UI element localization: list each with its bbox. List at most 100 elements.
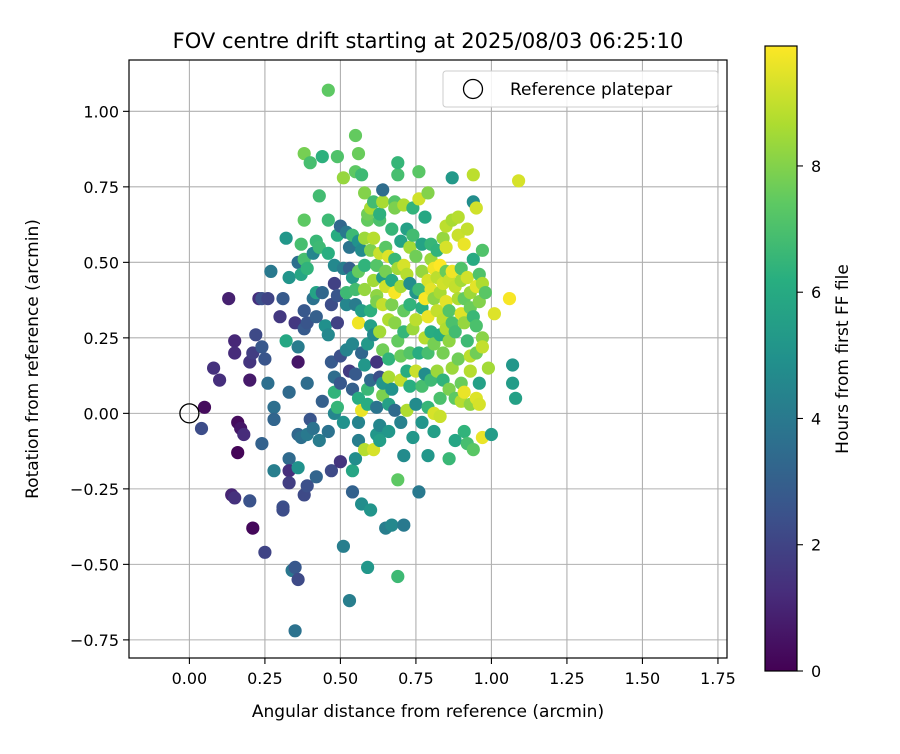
data-point — [502, 292, 517, 306]
chart-title: FOV centre drift starting at 2025/08/03 … — [173, 29, 684, 53]
data-point — [355, 168, 369, 182]
data-point — [391, 168, 405, 182]
data-point — [409, 313, 423, 327]
reference-marker-group — [179, 403, 200, 424]
data-point — [505, 358, 520, 372]
data-point — [472, 397, 486, 411]
data-point — [327, 276, 341, 291]
data-point — [297, 304, 311, 318]
data-point — [469, 319, 483, 333]
x-tick-label: 1.50 — [625, 669, 661, 688]
data-points — [194, 83, 526, 638]
y-tick-label: −0.50 — [70, 555, 119, 574]
data-point — [442, 452, 456, 466]
data-point — [427, 424, 441, 439]
data-point — [249, 328, 263, 342]
colorbar-label: Hours from first FF file — [833, 264, 853, 454]
x-axis-ticks: 0.00 0.25 0.50 0.75 1.00 1.25 1.50 1.75 — [172, 658, 736, 688]
data-point — [351, 415, 366, 429]
data-point — [330, 400, 344, 414]
data-point — [391, 569, 405, 584]
reference-platepar-marker — [179, 403, 200, 424]
x-tick-label: 1.75 — [700, 669, 736, 688]
data-point — [412, 346, 426, 360]
data-point — [309, 310, 323, 324]
data-point — [487, 307, 501, 321]
data-point — [457, 424, 471, 439]
data-point — [309, 470, 323, 484]
data-point — [484, 427, 498, 442]
data-point — [406, 430, 420, 445]
data-point — [436, 346, 450, 360]
data-point — [348, 128, 363, 143]
data-point — [358, 258, 372, 272]
data-point — [279, 231, 293, 245]
data-point — [333, 376, 347, 390]
data-point — [288, 624, 302, 638]
data-point — [478, 286, 492, 300]
data-point — [508, 391, 523, 405]
data-point — [391, 156, 405, 170]
data-point — [282, 476, 296, 490]
data-point — [457, 237, 471, 251]
data-point — [351, 316, 366, 330]
data-point — [312, 433, 326, 448]
data-point — [433, 409, 447, 423]
data-point — [475, 340, 489, 354]
data-point — [282, 385, 296, 399]
x-tick-label: 0.00 — [172, 669, 208, 688]
data-point — [321, 83, 335, 97]
data-point — [243, 373, 257, 387]
colorbar-tick-label: 4 — [811, 409, 821, 428]
data-point — [463, 364, 477, 378]
data-point — [267, 412, 281, 426]
data-point — [388, 316, 402, 330]
data-point — [385, 382, 399, 396]
data-point — [315, 150, 329, 164]
data-point — [291, 355, 305, 369]
data-point — [394, 415, 408, 429]
legend: Reference platepar — [442, 70, 719, 108]
x-axis-label: Angular distance from reference (arcmin) — [252, 702, 604, 722]
y-tick-label: 0.00 — [83, 404, 119, 423]
data-point — [472, 376, 486, 390]
data-point — [194, 421, 209, 436]
data-point — [348, 452, 363, 466]
data-point — [421, 449, 435, 463]
data-point — [415, 415, 429, 429]
data-point — [376, 183, 390, 197]
data-point — [267, 400, 281, 414]
x-tick-label: 0.50 — [323, 669, 359, 688]
data-point — [469, 201, 483, 215]
data-point — [367, 231, 381, 245]
data-point — [321, 424, 335, 439]
data-point — [505, 376, 520, 390]
data-point — [351, 147, 366, 161]
data-point — [237, 427, 251, 442]
x-tick-label: 0.25 — [247, 669, 283, 688]
legend-box — [442, 70, 719, 108]
data-point — [442, 304, 456, 318]
data-point — [358, 186, 372, 200]
data-point — [382, 370, 396, 384]
data-point — [481, 361, 495, 375]
data-point — [197, 400, 212, 414]
data-point — [279, 334, 293, 348]
data-point — [412, 485, 426, 499]
data-point — [315, 286, 329, 300]
data-point — [358, 282, 372, 297]
data-point — [336, 171, 350, 185]
data-point — [258, 545, 272, 559]
data-point — [439, 240, 453, 254]
y-tick-label: −0.25 — [70, 480, 119, 499]
colorbar-tick-label: 0 — [811, 662, 821, 681]
data-point — [300, 479, 314, 493]
x-tick-label: 0.75 — [398, 669, 434, 688]
data-point — [475, 243, 489, 257]
x-tick-label: 1.00 — [474, 669, 510, 688]
data-point — [231, 446, 245, 460]
data-point — [466, 443, 480, 457]
data-point — [315, 394, 329, 408]
data-point — [321, 213, 335, 227]
